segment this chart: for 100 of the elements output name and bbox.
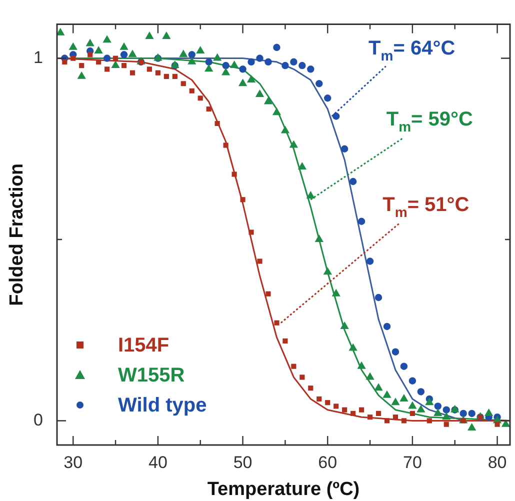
point <box>444 422 449 427</box>
y-tick-label: 0 <box>34 410 43 430</box>
point <box>196 46 205 54</box>
point <box>214 120 220 126</box>
point <box>408 401 417 409</box>
point <box>238 78 248 86</box>
x-tick-label: 50 <box>233 452 252 472</box>
point <box>400 362 408 370</box>
point <box>104 66 110 72</box>
point <box>232 172 237 177</box>
point <box>408 377 416 384</box>
point <box>239 66 246 73</box>
point <box>155 70 160 76</box>
point <box>272 108 282 116</box>
point <box>77 71 86 79</box>
x-tick-label: 40 <box>148 452 168 472</box>
point <box>88 52 93 58</box>
point <box>384 418 390 424</box>
point <box>121 62 127 68</box>
point <box>223 142 228 148</box>
point <box>179 50 188 58</box>
point <box>357 361 366 369</box>
point <box>145 32 154 40</box>
point <box>289 140 298 148</box>
point <box>282 338 288 344</box>
point <box>307 66 314 73</box>
point <box>130 70 136 76</box>
point <box>349 178 357 186</box>
point <box>264 96 273 104</box>
x-tick-label: 80 <box>488 452 507 472</box>
point <box>434 402 442 410</box>
point <box>467 422 476 430</box>
point <box>57 28 65 36</box>
point <box>246 75 256 83</box>
point <box>442 406 450 414</box>
point <box>325 400 330 406</box>
point <box>340 145 348 152</box>
point <box>274 320 280 326</box>
point <box>103 54 111 62</box>
point <box>86 38 94 46</box>
point <box>460 410 467 418</box>
point <box>282 62 289 70</box>
x-tick-label: 60 <box>318 452 338 472</box>
point <box>416 404 426 412</box>
x-tick-label: 70 <box>402 452 422 472</box>
point <box>382 390 392 398</box>
point <box>359 407 364 412</box>
point <box>257 258 262 264</box>
point <box>501 419 510 427</box>
point <box>391 398 400 406</box>
point <box>204 64 214 72</box>
point <box>417 388 425 396</box>
point <box>334 404 339 409</box>
point <box>248 230 254 235</box>
point <box>442 412 451 420</box>
point <box>332 112 340 120</box>
point <box>494 422 500 427</box>
point <box>206 106 212 112</box>
point <box>62 59 68 64</box>
point <box>366 372 374 380</box>
point <box>400 394 408 402</box>
point <box>332 288 340 296</box>
point <box>410 410 415 416</box>
point <box>213 53 222 61</box>
point <box>426 418 432 424</box>
point <box>172 74 178 79</box>
point <box>348 343 358 351</box>
point <box>366 258 374 265</box>
point <box>240 197 246 202</box>
point <box>374 294 382 302</box>
point <box>308 386 314 391</box>
point <box>374 383 383 391</box>
point <box>164 74 169 79</box>
point <box>290 58 298 66</box>
legend-label: I154F <box>118 334 170 357</box>
point <box>425 398 434 406</box>
point <box>392 348 400 356</box>
point <box>120 51 128 58</box>
point <box>128 50 137 58</box>
y-tick-label: 1 <box>34 48 43 67</box>
point <box>324 94 332 102</box>
point <box>484 408 494 416</box>
point <box>96 59 102 64</box>
y-axis-title: Folded Fraction <box>6 163 28 306</box>
point <box>189 88 194 94</box>
point <box>120 42 128 50</box>
point <box>162 32 171 40</box>
point <box>316 80 323 88</box>
point <box>298 62 306 70</box>
point <box>221 68 230 76</box>
point <box>146 66 152 72</box>
point <box>280 126 290 134</box>
x-tick-label: 30 <box>64 452 83 472</box>
point <box>323 267 332 275</box>
point <box>273 44 280 51</box>
point <box>306 191 315 198</box>
point <box>291 364 296 369</box>
point <box>376 410 382 416</box>
point <box>342 407 348 412</box>
point <box>230 60 239 68</box>
